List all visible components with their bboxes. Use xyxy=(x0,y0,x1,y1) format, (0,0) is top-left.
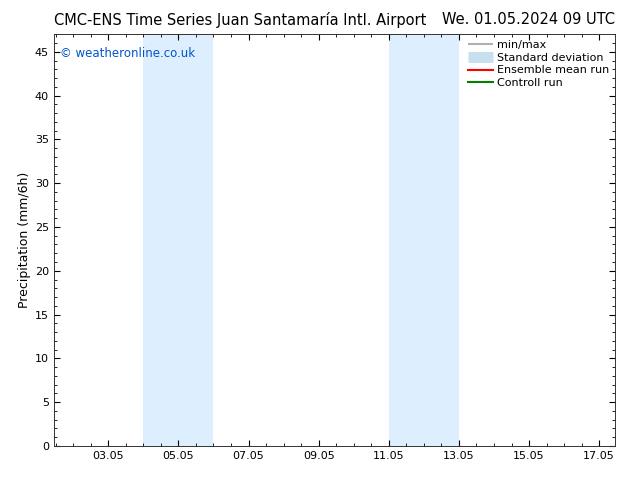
Bar xyxy=(389,34,459,446)
Legend: min/max, Standard deviation, Ensemble mean run, Controll run: min/max, Standard deviation, Ensemble me… xyxy=(465,37,612,92)
Y-axis label: Precipitation (mm/6h): Precipitation (mm/6h) xyxy=(18,172,30,308)
Text: We. 01.05.2024 09 UTC: We. 01.05.2024 09 UTC xyxy=(442,12,615,27)
Bar xyxy=(143,34,214,446)
Text: © weatheronline.co.uk: © weatheronline.co.uk xyxy=(60,47,195,60)
Text: CMC-ENS Time Series Juan Santamaría Intl. Airport: CMC-ENS Time Series Juan Santamaría Intl… xyxy=(54,12,426,28)
